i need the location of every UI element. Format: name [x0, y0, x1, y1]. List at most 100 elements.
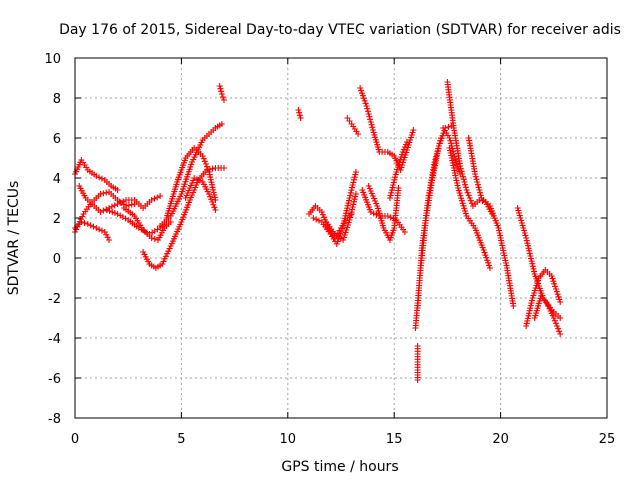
data-point	[482, 252, 489, 259]
x-tick-label: 15	[386, 432, 403, 447]
data-point	[391, 176, 398, 183]
data-point	[465, 192, 472, 199]
data-point	[552, 320, 559, 327]
data-point	[530, 265, 537, 272]
data-point	[97, 209, 104, 215]
data-point	[347, 189, 354, 196]
data-point	[151, 228, 158, 234]
data-point	[218, 88, 225, 95]
data-point	[460, 176, 467, 183]
data-point	[355, 131, 362, 137]
data-point	[352, 169, 359, 175]
data-point	[151, 236, 158, 242]
data-point	[557, 299, 564, 305]
data-point	[555, 325, 562, 332]
data-point	[365, 111, 372, 117]
data-point	[364, 108, 371, 115]
data-point	[392, 171, 399, 178]
data-point	[166, 245, 173, 252]
data-point	[369, 124, 376, 131]
data-point	[477, 192, 484, 199]
data-point	[452, 156, 459, 163]
data-point	[73, 226, 80, 233]
data-point	[435, 143, 442, 149]
data-point	[97, 191, 104, 197]
y-tick-label: 2	[53, 212, 61, 227]
data-point	[191, 175, 198, 181]
data-point	[350, 179, 357, 186]
data-point	[528, 258, 535, 265]
data-point	[431, 159, 438, 165]
data-point	[209, 199, 216, 205]
data-points	[72, 79, 564, 383]
data-point	[154, 194, 161, 201]
data-point	[219, 94, 226, 100]
data-point	[475, 184, 482, 191]
data-point	[524, 240, 531, 247]
data-point	[117, 212, 124, 219]
data-point	[481, 249, 488, 256]
data-point	[209, 165, 216, 172]
data-point	[461, 179, 468, 185]
data-point	[554, 291, 561, 298]
y-tick-label: 8	[53, 92, 61, 107]
x-tick-label: 10	[280, 432, 297, 447]
data-point	[81, 220, 88, 226]
data-point	[557, 315, 564, 321]
data-point	[165, 248, 172, 255]
data-point	[467, 197, 474, 204]
data-point	[460, 173, 467, 180]
data-point	[450, 151, 457, 157]
data-point	[149, 229, 156, 236]
data-point	[296, 109, 303, 116]
data-point	[384, 213, 391, 219]
data-point	[523, 235, 530, 241]
data-point	[462, 181, 469, 188]
data-point	[447, 140, 454, 147]
data-point	[196, 177, 203, 184]
data-point	[367, 209, 374, 215]
data-point	[96, 226, 103, 233]
data-point	[556, 328, 563, 335]
data-point	[523, 237, 530, 244]
data-point	[100, 190, 107, 197]
data-point	[479, 198, 486, 204]
data-point	[373, 211, 380, 218]
data-point	[390, 179, 397, 186]
data-point	[473, 176, 480, 183]
data-point	[445, 124, 452, 130]
data-point	[446, 135, 453, 141]
data-point	[436, 140, 443, 147]
data-point	[552, 283, 559, 290]
x-tick-label: 5	[177, 432, 185, 447]
data-point	[527, 253, 534, 259]
y-tick-label: -8	[48, 412, 61, 427]
grid-lines	[75, 58, 607, 418]
data-point	[367, 116, 374, 123]
data-point	[350, 176, 357, 183]
y-tick-label: 10	[44, 52, 61, 67]
data-point	[339, 225, 346, 232]
data-point	[338, 228, 345, 235]
y-tick-label: 6	[53, 132, 61, 147]
data-point	[337, 230, 344, 237]
data-point	[120, 198, 127, 205]
data-point	[480, 247, 487, 253]
data-point	[348, 187, 355, 194]
data-point	[349, 206, 356, 213]
data-point	[154, 226, 161, 233]
data-point	[296, 112, 303, 119]
data-point	[351, 196, 358, 203]
data-point	[125, 202, 132, 209]
data-point	[90, 223, 97, 230]
data-point	[106, 237, 113, 243]
data-point	[109, 209, 116, 215]
data-point	[551, 317, 558, 324]
data-point	[203, 163, 210, 170]
data-point	[103, 231, 110, 238]
plot-frame	[74, 57, 608, 419]
data-point	[96, 174, 103, 181]
data-point	[549, 275, 556, 282]
data-point	[114, 187, 121, 193]
data-point	[78, 219, 85, 225]
